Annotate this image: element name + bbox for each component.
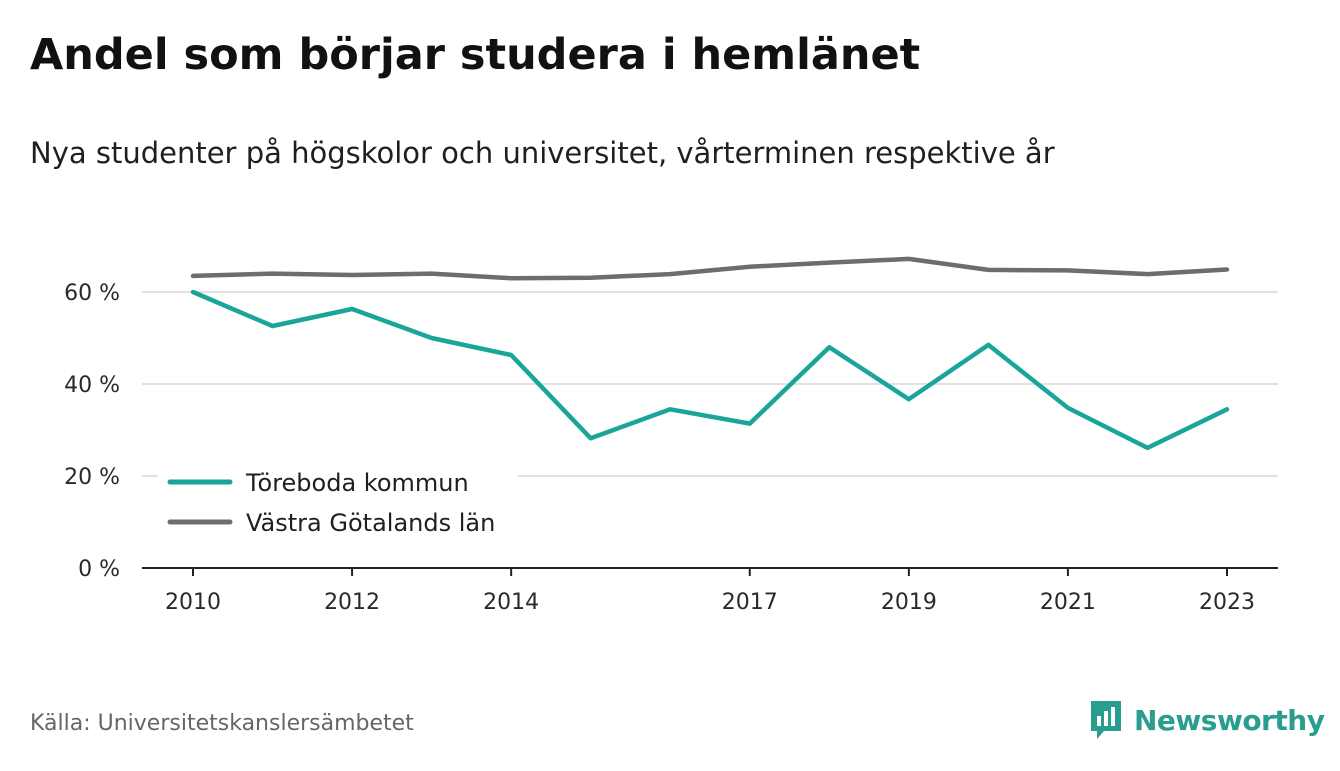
x-tick-label: 2019 bbox=[881, 590, 937, 615]
chart-title: Andel som börjar studera i hemlänet bbox=[30, 30, 921, 80]
y-tick-label: 60 % bbox=[64, 281, 120, 306]
y-tick-label: 0 % bbox=[78, 557, 120, 582]
newsworthy-logo-icon bbox=[1091, 701, 1121, 739]
x-tick-label: 2014 bbox=[483, 590, 539, 615]
legend: Töreboda kommun Västra Götalands län bbox=[158, 458, 518, 548]
x-tick-label: 2017 bbox=[722, 590, 778, 615]
y-tick-label: 40 % bbox=[64, 373, 120, 398]
x-tick-label: 2021 bbox=[1040, 590, 1096, 615]
x-tick-label: 2023 bbox=[1199, 590, 1255, 615]
y-axis-ticks: 0 % 20 % 40 % 60 % bbox=[64, 281, 120, 582]
x-tick-label: 2010 bbox=[165, 590, 221, 615]
brand-name: Newsworthy bbox=[1134, 703, 1325, 737]
chart-subtitle: Nya studenter på högskolor och universit… bbox=[30, 136, 1055, 170]
series-lines bbox=[190, 256, 1230, 451]
newsworthy-brand[interactable]: Newsworthy bbox=[1088, 698, 1325, 742]
x-axis: 2010 2012 2014 2017 2019 2021 2023 bbox=[142, 567, 1278, 615]
series-line bbox=[190, 289, 1230, 451]
series-line bbox=[190, 256, 1230, 281]
legend-label: Västra Götalands län bbox=[246, 509, 495, 537]
y-tick-label: 20 % bbox=[64, 465, 120, 490]
legend-label: Töreboda kommun bbox=[245, 469, 469, 497]
source-note: Källa: Universitetskanslersämbetet bbox=[30, 711, 414, 736]
legend-background bbox=[158, 458, 518, 548]
x-tick-label: 2012 bbox=[324, 590, 380, 615]
